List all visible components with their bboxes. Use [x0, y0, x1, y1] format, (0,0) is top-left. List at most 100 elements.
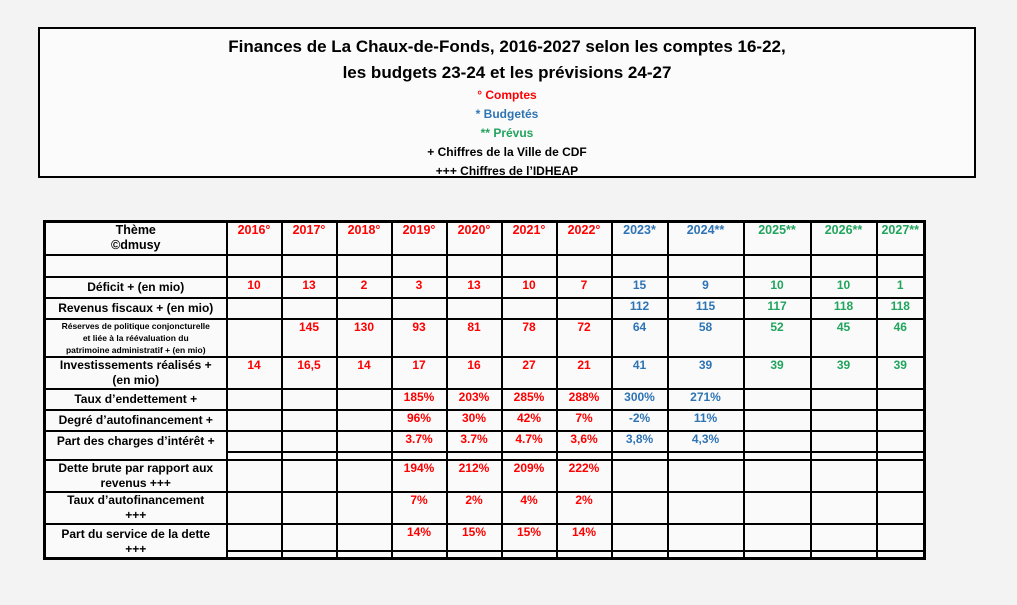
year-header-2026: 2026** [809, 220, 878, 256]
table-cell: 3,6% [555, 429, 613, 453]
year-header-2027: 2027** [875, 220, 926, 256]
table-cell: 3 [390, 275, 448, 299]
table-cell [875, 253, 926, 278]
table-cell [445, 450, 503, 461]
table-cell [280, 387, 338, 411]
legend-line-4: + Chiffres de la Ville de CDF [427, 145, 587, 159]
table-cell [225, 253, 283, 278]
table-cell: 212% [445, 458, 503, 493]
year-header-2024: 2024** [666, 220, 745, 256]
table-cell: 3.7% [390, 429, 448, 453]
table-cell [742, 408, 812, 432]
table-cell [809, 490, 878, 525]
table-cell [225, 550, 283, 559]
table-cell: 117 [742, 296, 812, 320]
table-cell [335, 490, 393, 525]
table-cell: 17 [390, 355, 448, 390]
table-cell [500, 550, 558, 559]
table-cell: 10 [500, 275, 558, 299]
table-cell [875, 550, 926, 559]
table-cell [335, 387, 393, 411]
table-cell: 42% [500, 408, 558, 432]
table-cell [335, 458, 393, 493]
table-cell [555, 550, 613, 559]
table-cell: 209% [500, 458, 558, 493]
table-cell [809, 522, 878, 553]
table-cell [875, 450, 926, 461]
table-cell: 112 [610, 296, 669, 320]
table-cell [742, 550, 812, 559]
table-cell: 30% [445, 408, 503, 432]
table-cell [280, 429, 338, 453]
legend: ° Comptes * Budgetés ** Prévus + Chiffres d… [40, 86, 974, 181]
spacer-row [45, 550, 926, 559]
table-cell: 130 [335, 317, 393, 358]
table-cell [390, 550, 448, 559]
legend-line-5: +++ Chiffres de l’IDHEAP [435, 164, 579, 178]
table-row: Part du service de la dette +++ 14% 15% 15%… [43, 522, 926, 559]
table-cell: 64 [610, 317, 669, 358]
table-cell [280, 522, 338, 553]
table-cell [445, 253, 503, 278]
row-label: Part du service de la dette +++ [43, 522, 228, 559]
table-row: Revenus fiscaux + (en mio) 112 115 117 118 11… [43, 296, 926, 320]
table-cell [875, 387, 926, 411]
table-cell: 2% [555, 490, 613, 525]
table-cell: 45 [809, 317, 878, 358]
table-cell [610, 450, 669, 461]
table-cell [666, 550, 745, 559]
table-cell [390, 296, 448, 320]
table-cell [225, 522, 283, 553]
finance-table: Thème ©dmusy 2016° 2017° 2018° 2019° 2020° 20… [43, 220, 926, 560]
table-cell: 118 [809, 296, 878, 320]
table-cell [390, 253, 448, 278]
year-header-2019: 2019° [390, 220, 448, 256]
table-cell [809, 387, 878, 411]
table-cell: 58 [666, 317, 745, 358]
table-cell [742, 387, 812, 411]
table-cell: -2% [610, 408, 669, 432]
year-header-2023: 2023* [610, 220, 669, 256]
table-cell [666, 450, 745, 461]
table-cell: 52 [742, 317, 812, 358]
table-row: Dette brute par rapport aux revenus +++ 1… [43, 458, 926, 493]
table-cell [666, 522, 745, 553]
year-header-2021: 2021° [500, 220, 558, 256]
table-cell: 93 [390, 317, 448, 358]
row-label: Part des charges d’intérêt + [43, 429, 228, 461]
table-cell [280, 450, 338, 461]
table-cell: 15% [500, 522, 558, 553]
table-cell [280, 253, 338, 278]
table-cell [225, 450, 283, 461]
table-cell [43, 253, 228, 278]
table-cell [335, 450, 393, 461]
table-cell [335, 522, 393, 553]
table-cell [335, 296, 393, 320]
table-cell: 27 [500, 355, 558, 390]
table-cell: 14% [555, 522, 613, 553]
table-cell: 11% [666, 408, 745, 432]
table-cell: 288% [555, 387, 613, 411]
row-label: Taux d’autofinancement +++ [43, 490, 228, 525]
table-row: Part des charges d’intérêt +3.7% 3.7% 4.7%… [43, 429, 926, 461]
table-cell [610, 550, 669, 559]
spacer-row [45, 450, 926, 461]
table-cell: 185% [390, 387, 448, 411]
table-cell: 285% [500, 387, 558, 411]
table-cell: 14 [335, 355, 393, 390]
table-cell [809, 450, 878, 461]
table-row: Taux d’endettement + 185% 203% 285% 288% 300%… [43, 387, 926, 411]
row-label: Dette brute par rapport aux revenus +++ [43, 458, 228, 493]
table-row: Investissements réalisés + (en mio) 14 16,… [43, 355, 926, 390]
table-cell [742, 450, 812, 461]
table-cell [610, 458, 669, 493]
table-cell [875, 429, 926, 453]
table-cell [225, 429, 283, 453]
table-cell [335, 429, 393, 453]
table-cell [809, 253, 878, 278]
table-cell: 4% [500, 490, 558, 525]
year-header-2016: 2016° [225, 220, 283, 256]
table-row: Degré d’autofinancement + 96% 30% 42% 7% -2% 1… [43, 408, 926, 432]
table-cell [225, 296, 283, 320]
table-cell [742, 253, 812, 278]
